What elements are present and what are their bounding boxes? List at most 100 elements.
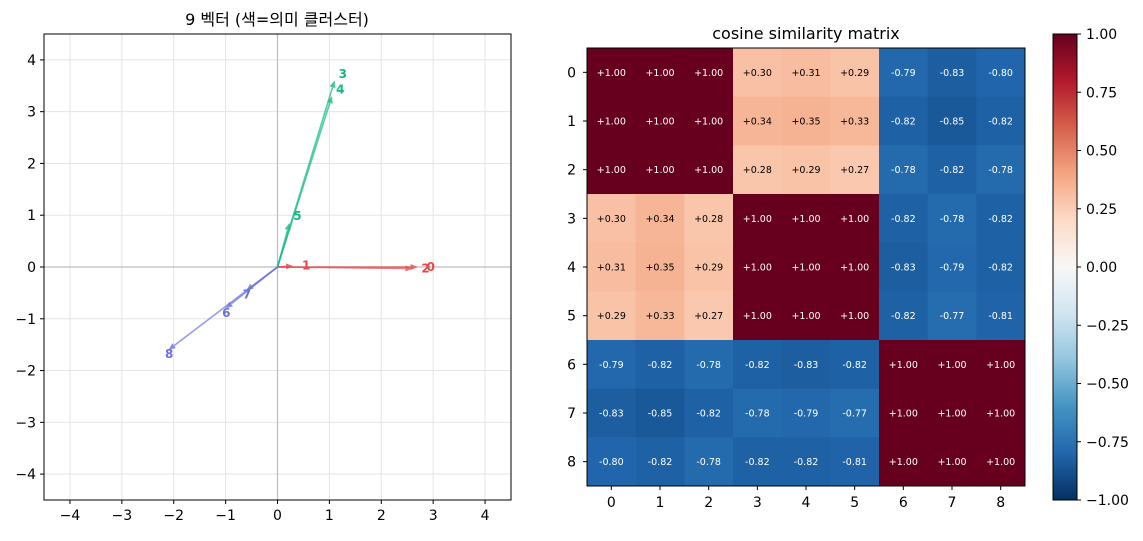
heatmap-cell	[684, 291, 734, 341]
colorbar-tick-label: −0.50	[1086, 377, 1129, 393]
x-tick-label: 0	[273, 508, 282, 524]
heatmap-cell	[879, 388, 929, 438]
heatmap-x-tick-label: 6	[899, 495, 908, 511]
heatmap-cell	[976, 48, 1026, 98]
vector-2: 2	[277, 262, 430, 276]
heatmap-cell-label: +1.00	[937, 457, 966, 468]
heatmap-cell-label: -0.85	[648, 409, 673, 420]
heatmap-cell	[976, 242, 1026, 292]
heatmap-cell	[733, 96, 783, 146]
heatmap-cell-label: -0.83	[940, 68, 965, 79]
heatmap-cell-label: +1.00	[840, 263, 869, 274]
heatmap-cell-label: -0.82	[745, 457, 770, 468]
heatmap-cell-label: +1.00	[694, 117, 723, 128]
heatmap-cell-label: -0.80	[599, 457, 624, 468]
heatmap-cell-label: -0.82	[891, 117, 916, 128]
heatmap-cell-label: -0.77	[940, 311, 965, 322]
y-tick-label: −3	[15, 415, 36, 431]
x-tick-label: −2	[163, 508, 184, 524]
heatmap-cell	[976, 437, 1026, 487]
heatmap-cells: +1.00 +1.00 +1.00 +0.30 +0.31 +0.29 -0.79 -0.83…	[587, 48, 1026, 487]
heatmap-cell	[684, 340, 734, 390]
heatmap-cell-label: -0.82	[648, 360, 673, 371]
heatmap-cell-label: -0.78	[940, 214, 965, 225]
vector-1: 1	[277, 258, 310, 272]
y-tick-label: −1	[15, 312, 36, 328]
heatmap-cell	[733, 194, 783, 244]
heatmap-title: cosine similarity matrix	[712, 24, 900, 43]
vector-label: 0	[427, 260, 435, 274]
heatmap-cell	[781, 388, 831, 438]
heatmap-cell-label: +1.00	[694, 68, 723, 79]
heatmap-cell	[635, 388, 685, 438]
heatmap-cell-label: +1.00	[597, 68, 626, 79]
heatmap-cell-label: -0.83	[794, 360, 819, 371]
heatmap-cell-label: +0.30	[743, 68, 772, 79]
heatmap-cell	[830, 96, 880, 146]
heatmap-cell-label: -0.82	[794, 457, 819, 468]
vector-8: 8	[165, 266, 278, 361]
heatmap-cell	[635, 340, 685, 390]
heatmap-cell	[830, 437, 880, 487]
vector-arrowhead	[168, 343, 176, 350]
heatmap-cell	[976, 194, 1026, 244]
y-tick-label: 2	[27, 156, 36, 172]
heatmap-cell-label: +1.00	[597, 117, 626, 128]
colorbar-tick-label: −0.25	[1086, 318, 1129, 334]
heatmap-cell	[927, 437, 977, 487]
heatmap-y-tick-label: 8	[567, 455, 576, 471]
colorbar-ticks: 1.00 0.75 0.50 0.25 0.00 −0.25 −0.50 −0.75 −1.00	[1077, 27, 1129, 509]
heatmap-cell-label: +1.00	[986, 409, 1015, 420]
heatmap-cell-label: +0.29	[694, 263, 723, 274]
heatmap-cell-label: +1.00	[791, 311, 820, 322]
heatmap-cell-label: +1.00	[889, 409, 918, 420]
x-tick-label: 2	[377, 508, 386, 524]
vector-arrowhead	[410, 264, 418, 270]
vector-label: 1	[302, 258, 310, 272]
heatmap-cell-label: +1.00	[743, 214, 772, 225]
heatmap-cell	[733, 340, 783, 390]
heatmap-cell	[587, 48, 637, 98]
heatmap-cell-label: +1.00	[645, 165, 674, 176]
heatmap-cell-label: -0.85	[940, 117, 965, 128]
heatmap-cell-label: +0.35	[791, 117, 820, 128]
vector-arrowhead	[405, 265, 413, 272]
heatmap-cell-label: -0.82	[648, 457, 673, 468]
heatmap-cell-label: +1.00	[889, 360, 918, 371]
x-tick-label: 1	[325, 508, 334, 524]
vector-4: 4	[276, 82, 344, 268]
heatmap-cell	[927, 291, 977, 341]
colorbar-tick-label: 0.25	[1086, 202, 1117, 218]
heatmap-x-tick-label: 8	[996, 495, 1005, 511]
heatmap-cell	[927, 145, 977, 195]
heatmap-cell	[879, 242, 929, 292]
heatmap-cell	[927, 242, 977, 292]
heatmap-cell	[587, 388, 637, 438]
heatmap-cell	[781, 145, 831, 195]
vector-label: 7	[243, 287, 251, 301]
heatmap-cell	[781, 340, 831, 390]
heatmap-cell-label: -0.82	[988, 117, 1013, 128]
vector-arrowhead	[329, 80, 336, 89]
heatmap-cell	[684, 96, 734, 146]
heatmap-cell-label: +0.31	[791, 68, 820, 79]
vector-label: 6	[222, 306, 230, 320]
heatmap-cell	[976, 96, 1026, 146]
heatmap-cell	[733, 388, 783, 438]
heatmap-cell-label: -0.82	[891, 214, 916, 225]
heatmap-cell	[635, 291, 685, 341]
heatmap-cell-label: +0.34	[645, 214, 674, 225]
heatmap-cell-label: -0.77	[842, 409, 867, 420]
heatmap-x-tick-label: 5	[850, 495, 859, 511]
heatmap-cell	[733, 145, 783, 195]
heatmap-cell-label: -0.81	[842, 457, 867, 468]
colorbar-tick-label: −1.00	[1086, 493, 1129, 509]
heatmap-cell-label: +0.29	[840, 68, 869, 79]
x-tick-label: 3	[429, 508, 438, 524]
y-tick-label: 1	[27, 208, 36, 224]
heatmap-cell-label: +1.00	[986, 360, 1015, 371]
heatmap-cell-label: +1.00	[937, 360, 966, 371]
colorbar-tick-label: 0.75	[1086, 85, 1117, 101]
vector-arrowhead	[326, 96, 333, 104]
